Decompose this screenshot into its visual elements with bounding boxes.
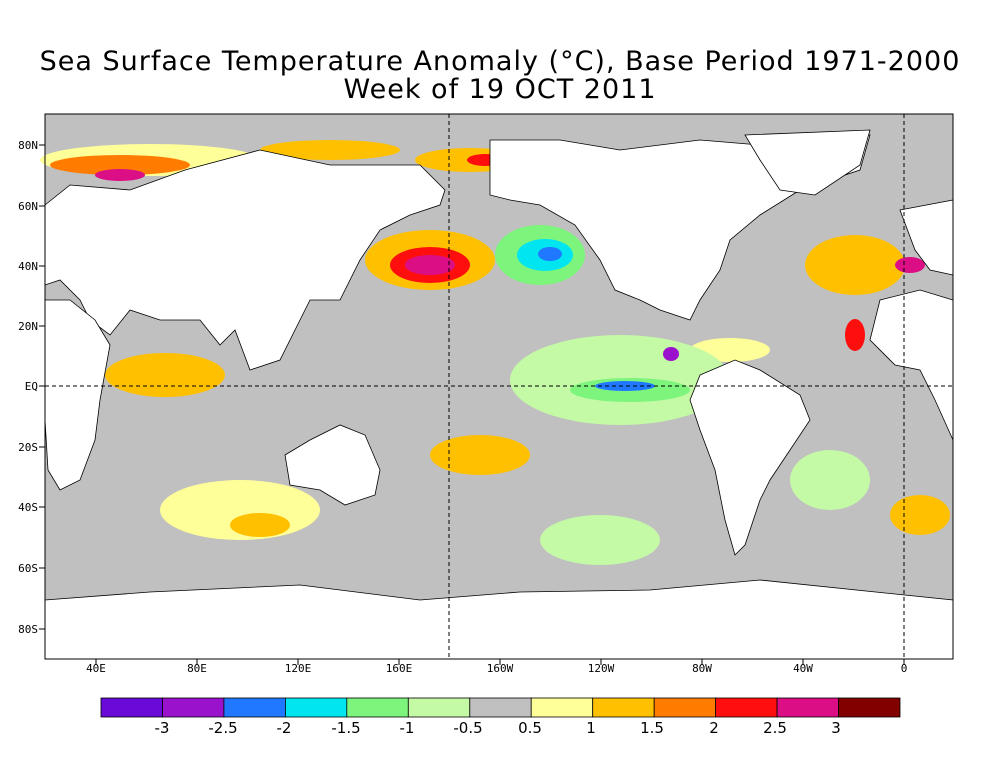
colorbar-tick-label: 0.5 [500,719,560,737]
anomaly-patch [105,353,225,397]
lon-label: 120E [268,662,328,675]
colorbar-tick-label: -1 [377,719,437,737]
colorbar-tick-label: -2.5 [193,719,253,737]
colorbar-bin [839,698,901,717]
anomaly-patch [95,169,145,181]
lon-label: 80E [167,662,227,675]
colorbar-tick-label: -2 [254,719,314,737]
colorbar-bin [531,698,593,717]
anomaly-patch [890,495,950,535]
lat-label: 80S [10,623,38,636]
colorbar-bin [654,698,716,717]
colorbar-bin [163,698,225,717]
anomaly-patch [845,319,865,351]
colorbar-bin [777,698,839,717]
anomaly-patch [230,513,290,537]
lat-label: 60S [10,562,38,575]
anomaly-patch [405,255,455,275]
anomaly-patch [663,347,679,361]
colorbar-tick-label: -3 [132,719,192,737]
colorbar-bin [593,698,655,717]
lat-label: EQ [10,380,38,393]
anomaly-patch [805,235,905,295]
lat-label: 60N [10,200,38,213]
colorbar-tick-label: 3 [806,719,866,737]
lon-label: 0 [874,662,934,675]
colorbar-bin [408,698,470,717]
anomaly-patch [790,450,870,510]
colorbar-tick-label: 1.5 [622,719,682,737]
lat-label: 20S [10,441,38,454]
colorbar-tick-label: 2.5 [745,719,805,737]
lon-label: 160E [369,662,429,675]
anomaly-patch [540,515,660,565]
colorbar-tick-label: -1.5 [316,719,376,737]
lon-label: 120W [571,662,631,675]
colorbar-bin [347,698,409,717]
lat-label: 40N [10,260,38,273]
colorbar-bin [716,698,778,717]
lat-label: 20N [10,320,38,333]
lon-label: 80W [672,662,732,675]
colorbar-bin [101,698,163,717]
lon-label: 160W [470,662,530,675]
anomaly-patch [538,247,562,261]
colorbar-bin [470,698,532,717]
colorbar-bin [285,698,347,717]
colorbar-bin [224,698,286,717]
anomaly-patch [595,381,655,391]
anomaly-patch [895,257,925,273]
lat-label: 80N [10,139,38,152]
colorbar-tick-label: 1 [561,719,621,737]
colorbar-tick-label: -0.5 [438,719,498,737]
colorbar-tick-label: 2 [684,719,744,737]
lon-label: 40W [773,662,833,675]
lon-label: 40E [66,662,126,675]
lat-label: 40S [10,501,38,514]
anomaly-patch [430,435,530,475]
colorbar [101,698,900,717]
